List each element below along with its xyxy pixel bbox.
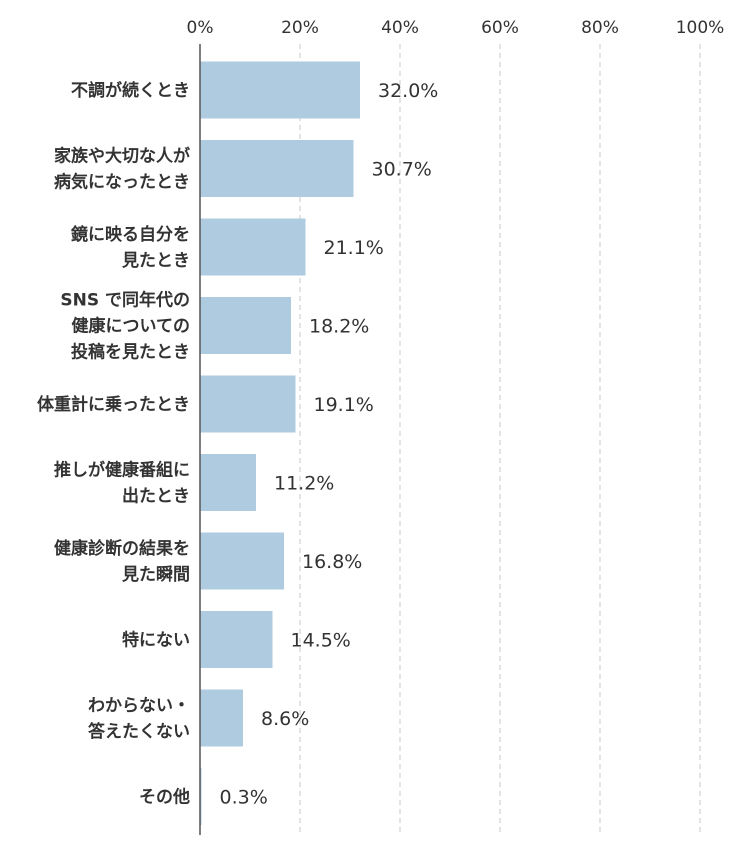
value-label: 8.6% [261, 708, 309, 730]
category-label-line: わからない・ [88, 696, 190, 716]
value-label: 11.2% [274, 473, 334, 495]
category-label-line: 健康についての [72, 316, 191, 337]
category-label-line: 特にない [122, 630, 190, 651]
category-label: 体重計に乗ったとき [37, 394, 190, 415]
category-label: 家族や大切な人が病気になったとき [54, 146, 190, 193]
x-tick-label: 0% [187, 18, 214, 38]
category-label-line: 投稿を見たとき [71, 342, 190, 363]
category-label-line: 病気になったとき [54, 172, 190, 193]
bar [200, 218, 306, 276]
bars [200, 61, 360, 825]
category-label: SNS で同年代の健康についての投稿を見たとき [60, 290, 190, 363]
category-label: わからない・答えたくない [88, 696, 190, 742]
category-label-line: 出たとき [122, 486, 190, 507]
value-label: 18.2% [309, 316, 369, 338]
value-label: 32.0% [378, 80, 438, 102]
bar [200, 689, 243, 747]
value-label: 19.1% [314, 394, 374, 416]
category-label: 特にない [122, 630, 190, 651]
bar [200, 375, 296, 433]
category-label: 健康診断の結果を見た瞬間 [54, 538, 190, 585]
category-label-line: 体重計に乗ったとき [37, 394, 190, 415]
x-tick-label: 20% [281, 18, 319, 38]
x-tick-label: 80% [581, 18, 619, 38]
bar [200, 454, 256, 511]
x-tick-label: 60% [481, 18, 519, 38]
value-label: 14.5% [291, 630, 351, 652]
x-tick-label: 40% [381, 18, 419, 38]
category-label-line: 見たとき [121, 251, 190, 271]
bar [200, 532, 284, 590]
category-label: 推しが健康番組に出たとき [54, 460, 190, 507]
value-label: 30.7% [372, 159, 432, 181]
bar [200, 297, 291, 354]
category-label-line: その他 [139, 787, 190, 808]
category-label-line: 鏡に映る自分を [71, 224, 190, 245]
category-label-line: SNS で同年代の [60, 290, 190, 311]
category-label-line: 答えたくない [88, 721, 190, 742]
value-label: 16.8% [302, 551, 362, 573]
value-labels: 32.0% 30.7% 21.1% 18.2% 19.1% 11.2% 16.8% 14.5%… [220, 80, 439, 809]
category-label-line: 健康診断の結果を [54, 538, 190, 559]
category-label: 鏡に映る自分を見たとき [71, 224, 190, 271]
value-label: 0.3% [220, 787, 268, 809]
category-label: その他 [139, 787, 190, 808]
bar [200, 140, 354, 197]
category-label-line: 家族や大切な人が [54, 146, 190, 167]
gridlines [299, 44, 701, 835]
bar [200, 61, 360, 119]
x-axis-ticks: 0% 20% 40% 60% 80% 100% [187, 18, 725, 38]
category-label-line: 見た瞬間 [121, 564, 190, 585]
category-label-line: 推しが健康番組に [54, 460, 190, 481]
bar [200, 611, 273, 668]
category-label: 不調が続くとき [71, 80, 190, 101]
category-label-line: 不調が続くとき [71, 80, 190, 101]
x-tick-label: 100% [676, 18, 725, 38]
value-label: 21.1% [324, 237, 384, 259]
